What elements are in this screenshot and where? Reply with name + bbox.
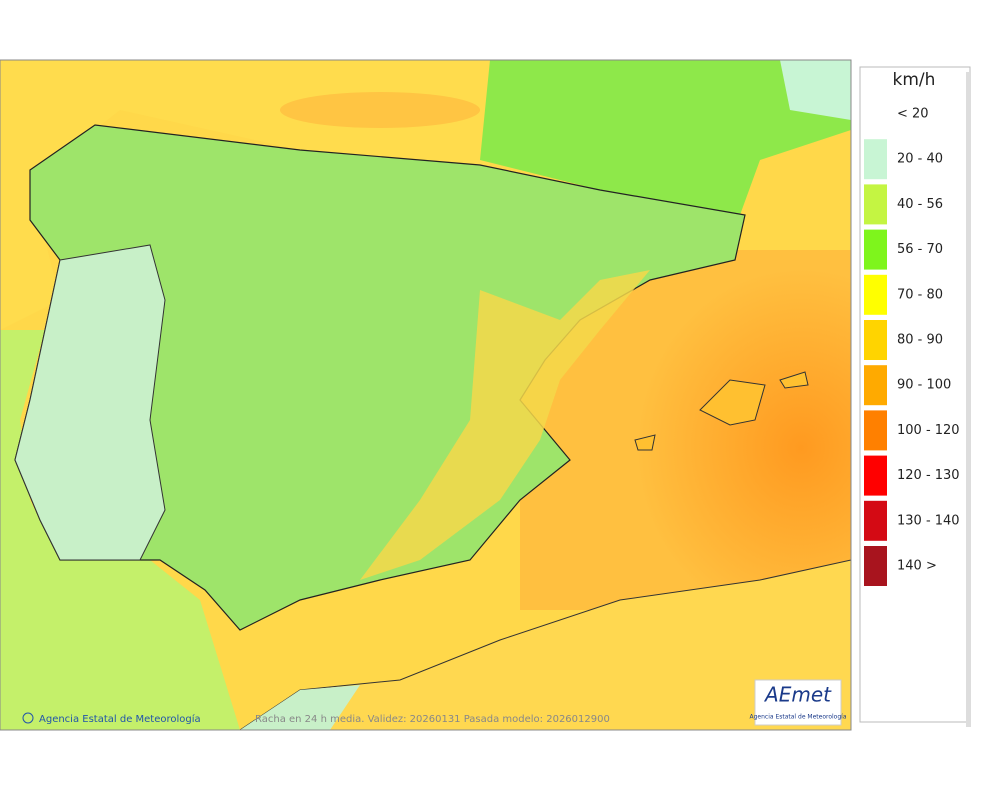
copyright-icon bbox=[22, 712, 34, 724]
legend-swatch bbox=[864, 320, 887, 360]
legend: < 20 20 - 40 40 - 56 56 - 70 70 - 80 80 - 90 9… bbox=[864, 107, 960, 586]
legend-label: 120 - 130 bbox=[897, 468, 960, 483]
legend-label: 56 - 70 bbox=[897, 242, 943, 257]
legend-swatch bbox=[864, 365, 887, 406]
mallorca bbox=[699, 379, 766, 426]
legend-title: km/h bbox=[893, 70, 936, 90]
sea-atlantic bbox=[0, 60, 500, 330]
legend-label: 140 > bbox=[897, 559, 937, 574]
legend-swatch bbox=[864, 500, 887, 541]
legend-shadow bbox=[966, 72, 971, 727]
copyright-text: Agencia Estatal de Meteorología bbox=[39, 713, 201, 725]
legend-label: 90 - 100 bbox=[897, 378, 951, 393]
east-gust-zone bbox=[360, 270, 650, 580]
legend-swatch bbox=[864, 184, 887, 225]
legend-swatch bbox=[864, 139, 887, 180]
portugal bbox=[14, 244, 166, 561]
legend-swatch bbox=[864, 229, 887, 270]
legend-label: 100 - 120 bbox=[897, 423, 960, 438]
ibiza bbox=[634, 434, 656, 451]
legend-label: 40 - 56 bbox=[897, 197, 943, 212]
sea-west bbox=[0, 330, 240, 730]
legend-label: 130 - 140 bbox=[897, 513, 960, 528]
legend-swatch bbox=[864, 274, 887, 315]
legend-label: < 20 bbox=[897, 107, 929, 122]
legend-swatch bbox=[864, 455, 887, 496]
legend-label: 80 - 90 bbox=[897, 333, 943, 348]
logo-box bbox=[754, 679, 842, 726]
legend-swatch bbox=[864, 410, 887, 451]
legend-label: 20 - 40 bbox=[897, 152, 943, 167]
alps bbox=[780, 60, 851, 120]
menorca bbox=[779, 371, 809, 389]
map bbox=[0, 59, 852, 731]
legend-swatch bbox=[864, 546, 887, 586]
logo-subtitle: Agencia Estatal de Meteorología bbox=[750, 714, 847, 721]
caption: Racha en 24 h media. Validez: 20260131 P… bbox=[255, 714, 610, 725]
morocco-west bbox=[240, 685, 360, 730]
logo-name: AEmet bbox=[763, 683, 832, 707]
legend-label: 70 - 80 bbox=[897, 287, 943, 302]
map-frame bbox=[0, 59, 852, 731]
france bbox=[480, 60, 851, 215]
